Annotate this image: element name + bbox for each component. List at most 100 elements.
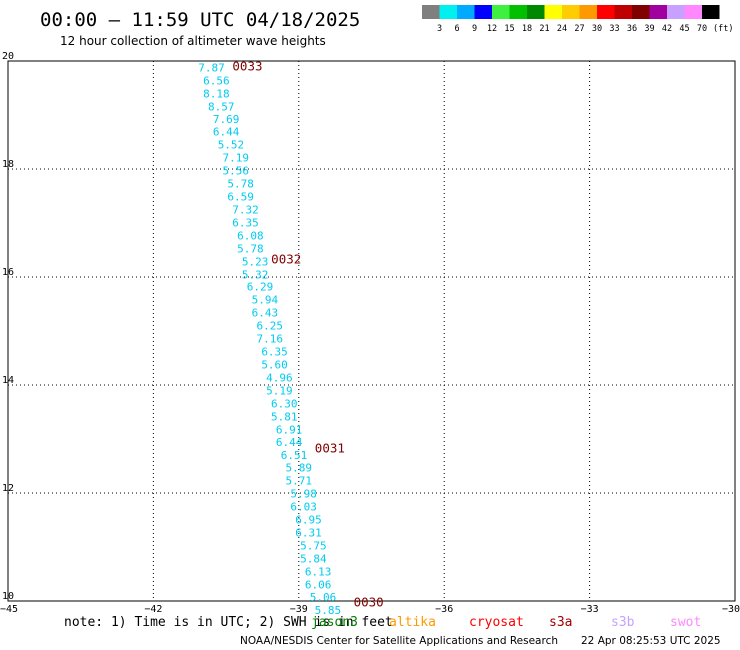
color-scale-swatch: [544, 5, 562, 19]
wave-height-point: 6.44: [276, 436, 303, 449]
wave-height-point: 5.19: [266, 384, 293, 397]
wave-height-point: 5.71: [286, 475, 313, 488]
satellite-legend-jason3: jason3: [311, 615, 358, 630]
color-scale-legend: [422, 5, 720, 19]
y-tick-label: 18: [2, 159, 14, 170]
wave-height-point: 5.85: [315, 604, 342, 617]
wave-height-point: 6.03: [290, 501, 317, 514]
color-scale-label: 9: [472, 24, 477, 34]
y-tick-label: 12: [2, 483, 14, 494]
pass-time-label: 0031: [315, 441, 345, 456]
color-scale-label: 21: [539, 24, 549, 34]
wave-height-point: 5.56: [223, 165, 250, 178]
generated-timestamp: 22 Apr 08:25:53 UTC 2025: [581, 635, 721, 647]
x-tick-label: −36: [435, 604, 453, 615]
color-scale-swatch: [439, 5, 457, 19]
satellite-legend-altika: altika: [389, 615, 436, 630]
x-tick-label: −39: [290, 604, 308, 615]
color-scale-swatch: [422, 5, 440, 19]
wave-height-point: 5.78: [227, 178, 254, 191]
wave-height-point: 5.52: [218, 139, 245, 152]
wave-height-points: 7.876.568.188.577.696.445.527.195.565.78…: [198, 61, 341, 617]
x-tick-label: −42: [144, 604, 162, 615]
wave-height-point: 6.43: [252, 307, 279, 320]
wave-height-point: 5.94: [252, 294, 279, 307]
wave-height-point: 5.32: [242, 268, 269, 281]
y-tick-label: 16: [2, 267, 14, 278]
chart-title: 00:00 – 11:59 UTC 04/18/2025: [40, 9, 360, 31]
chart-subtitle: 12 hour collection of altimeter wave hei…: [60, 34, 326, 48]
satellite-legend-s3b: s3b: [611, 615, 635, 630]
color-scale-label: 42: [662, 24, 672, 34]
wave-height-point: 5.60: [261, 358, 288, 371]
wave-height-point: 6.08: [237, 229, 264, 242]
color-scale-swatch: [649, 5, 667, 19]
color-scale-label: 15: [504, 24, 514, 34]
wave-height-point: 7.32: [232, 204, 259, 217]
color-scale-label: 27: [574, 24, 584, 34]
color-scale-swatch: [457, 5, 475, 19]
color-scale-swatch: [702, 5, 720, 19]
wave-height-point: 4.96: [266, 371, 293, 384]
y-axis-tick-labels: 20 18 16 14 12 10: [2, 51, 14, 602]
x-tick-label: −30: [722, 604, 740, 615]
wave-height-point: 6.44: [213, 126, 240, 139]
footer-note: note: 1) Time is in UTC; 2) SWH is in fe…: [64, 615, 393, 630]
wave-height-point: 6.35: [232, 216, 259, 229]
color-scale-swatch: [527, 5, 545, 19]
wave-height-point: 6.31: [295, 526, 322, 539]
wave-height-point: 5.23: [242, 255, 269, 268]
color-scale-swatch: [632, 5, 650, 19]
color-scale-label: 70: [697, 24, 707, 34]
color-scale-label: 24: [557, 24, 567, 34]
color-scale-swatch: [597, 5, 615, 19]
y-tick-label: 14: [2, 375, 14, 386]
credit-line: NOAA/NESDIS Center for Satellite Applica…: [240, 635, 558, 647]
satellite-legend-swot: swot: [670, 615, 701, 630]
wave-height-point: 7.87: [198, 61, 225, 74]
wave-height-point: 5.98: [290, 488, 317, 501]
color-scale-label: 39: [644, 24, 654, 34]
wave-height-point: 7.19: [223, 152, 250, 165]
wave-height-point: 6.59: [227, 191, 254, 204]
satellite-legend: jason3 altika cryosat s3a s3b swot: [311, 615, 701, 630]
wave-height-point: 6.29: [247, 281, 274, 294]
color-scale-swatch: [614, 5, 632, 19]
wave-height-point: 7.69: [213, 113, 240, 126]
wave-height-point: 5.75: [300, 539, 327, 552]
x-axis-tick-labels: −45 −42 −39 −36 −33 −30: [0, 604, 740, 615]
wave-height-point: 6.91: [276, 423, 303, 436]
color-scale-label: 30: [592, 24, 602, 34]
color-scale-label: 3: [437, 24, 442, 34]
wave-height-point: 5.81: [271, 410, 298, 423]
wave-height-point: 6.13: [305, 565, 332, 578]
pass-time-label: 0032: [271, 252, 301, 267]
color-scale-label: 45: [679, 24, 689, 34]
wave-height-point: 8.57: [208, 100, 235, 113]
color-scale-label: 12: [487, 24, 497, 34]
wave-height-point: 5.78: [237, 242, 264, 255]
color-scale-swatch: [509, 5, 527, 19]
pass-time-label: 0030: [354, 595, 384, 610]
wave-height-point: 6.35: [261, 346, 288, 359]
color-scale-swatch: [562, 5, 580, 19]
wave-height-point: 6.51: [281, 449, 308, 462]
wave-height-point: 6.56: [203, 74, 230, 87]
color-scale-swatch: [474, 5, 492, 19]
wave-height-point: 5.89: [286, 462, 313, 475]
pass-time-labels: 0033 0032 0031 0030: [232, 58, 383, 609]
color-scale-label: 36: [627, 24, 637, 34]
satellite-legend-cryosat: cryosat: [469, 615, 524, 630]
color-scale-swatch: [492, 5, 510, 19]
color-scale-label: 18: [522, 24, 532, 34]
plot-frame: [7, 60, 736, 602]
plot-area: −45 −42 −39 −36 −33 −30 20 18 16 14 12 10 7.876.56…: [0, 51, 740, 617]
wave-height-point: 5.06: [310, 591, 337, 604]
satellite-legend-s3a: s3a: [549, 615, 572, 630]
y-tick-label: 20: [2, 51, 14, 62]
color-scale-swatch: [667, 5, 685, 19]
color-scale-label: 33: [609, 24, 619, 34]
wave-height-point: 8.18: [203, 87, 230, 100]
wave-height-point: 6.30: [271, 397, 298, 410]
